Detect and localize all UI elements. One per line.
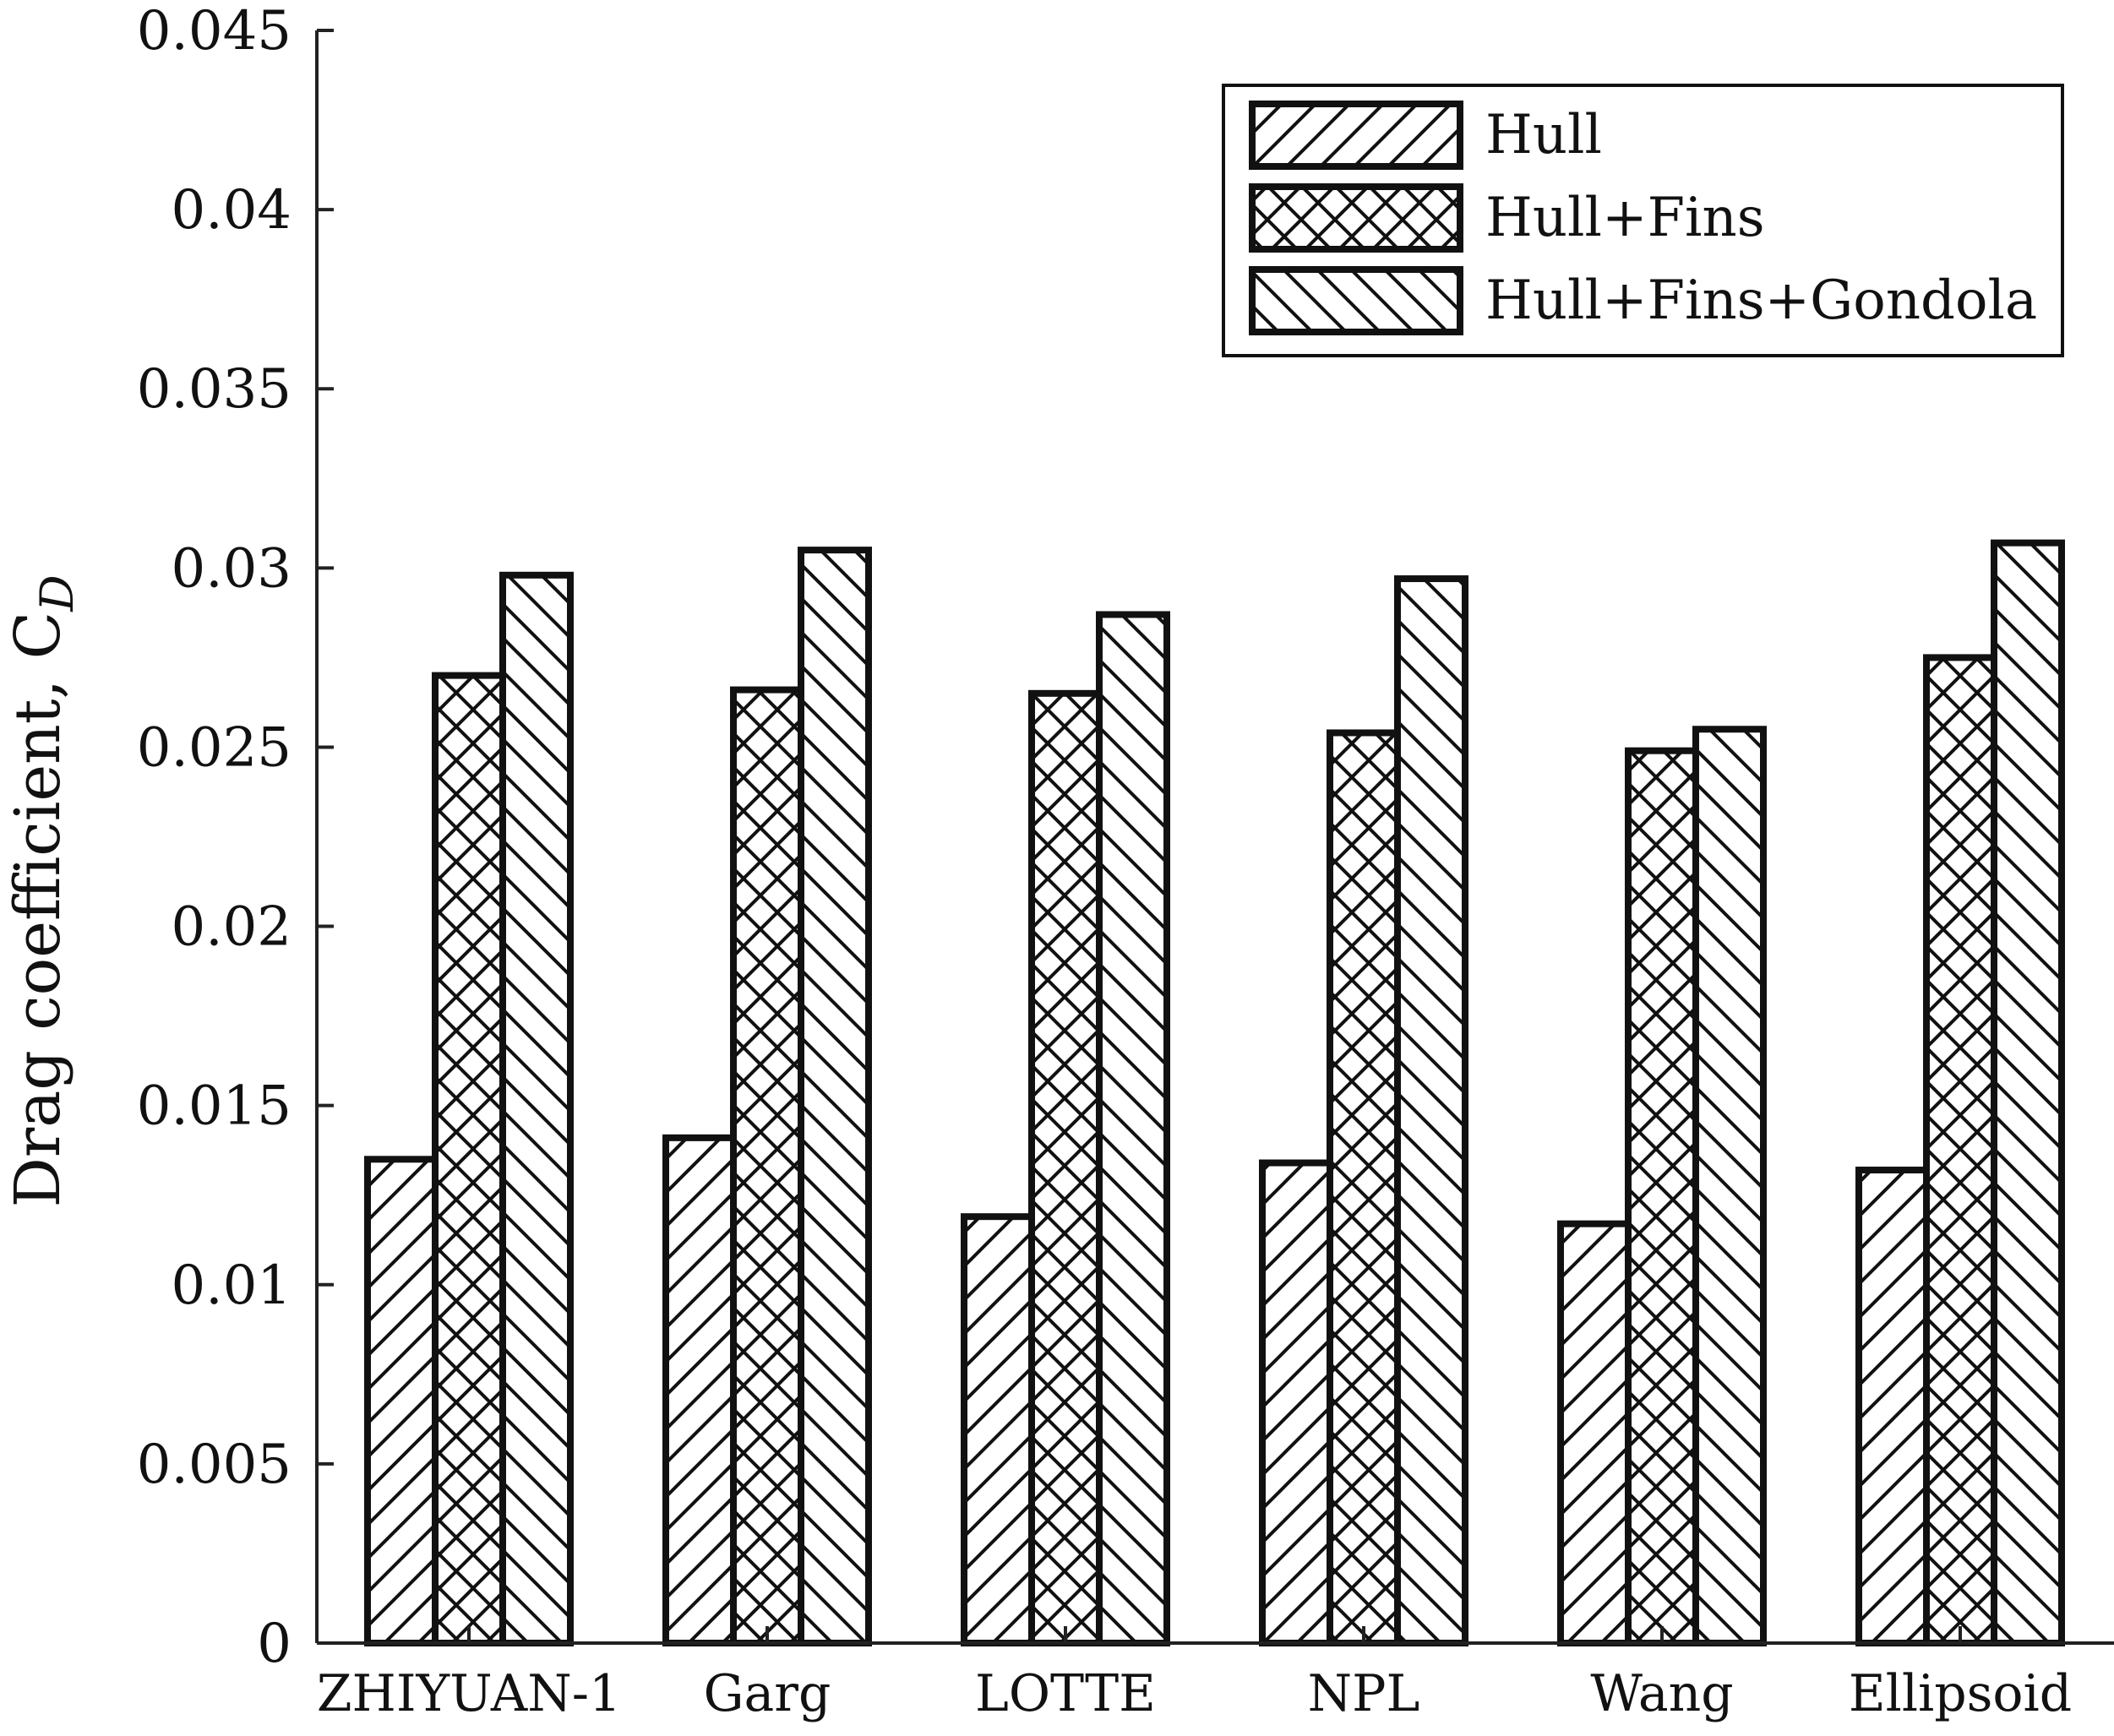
- y-tick-label: 0.015: [137, 1075, 291, 1138]
- x-tick-label: ZHIYUAN-1: [317, 1664, 621, 1723]
- y-tick-label: 0.02: [172, 896, 292, 959]
- legend-label: Hull: [1485, 104, 1602, 166]
- bar-hull-fins-gondola-npl: [1394, 575, 1468, 1646]
- x-tick-label: Ellipsoid: [1849, 1664, 2072, 1723]
- bar-hull-fins-gondola-lotte: [1096, 611, 1170, 1647]
- legend-swatch: [1249, 183, 1463, 253]
- y-tick-label: 0.045: [137, 0, 291, 63]
- x-tick-label: Garg: [704, 1664, 831, 1723]
- bar-hull-wang: [1557, 1220, 1632, 1647]
- bar-hull-fins-lotte: [1028, 689, 1103, 1646]
- bar-hull-zhiyuan-1: [364, 1156, 439, 1647]
- y-tick-label: 0: [257, 1613, 291, 1675]
- plot-area: 0 0.005 0.01 0.015 0.02 0.025 0.03 0.035 0.04 0.0…: [137, 0, 2114, 1723]
- bar-hull-fins-gondola-garg: [798, 547, 872, 1646]
- y-tick-label: 0.04: [172, 179, 292, 242]
- y-axis-title: Drag coefficient, CD: [2, 574, 84, 1207]
- x-tick-label: Wang: [1590, 1664, 1733, 1723]
- legend: Hull Hull+Fins Hull+Fins+Gondola: [1222, 84, 2064, 357]
- y-tick-label: 0.03: [172, 537, 292, 600]
- y-tick-label: 0.005: [137, 1434, 291, 1496]
- legend-items: Hull Hull+Fins Hull+Fins+Gondola: [1249, 101, 2037, 335]
- bar-hull-fins-npl: [1327, 729, 1401, 1646]
- y-ticks-group: 0 0.005 0.01 0.015 0.02 0.025 0.03 0.035 0.04 0.0…: [137, 0, 334, 1675]
- bar-hull-fins-ellipsoid: [1923, 654, 1997, 1646]
- y-tick-label: 0.01: [172, 1254, 292, 1317]
- x-ticks-group: ZHIYUAN-1 Garg LOTTE NPL Wang Ellipsoid: [317, 1626, 2072, 1723]
- x-tick-label: NPL: [1308, 1664, 1420, 1723]
- bar-hull-fins-zhiyuan-1: [432, 672, 506, 1646]
- legend-swatch: [1249, 101, 1463, 170]
- bar-hull-npl: [1259, 1159, 1333, 1646]
- bars-group: [364, 539, 2065, 1647]
- bar-hull-lotte: [961, 1213, 1035, 1646]
- bar-hull-fins-garg: [730, 686, 804, 1647]
- bar-hull-ellipsoid: [1855, 1167, 1930, 1646]
- legend-label: Hull+Fins: [1485, 187, 1765, 249]
- bar-hull-fins-gondola-zhiyuan-1: [499, 571, 574, 1646]
- bar-hull-fins-wang: [1625, 747, 1699, 1646]
- bar-hull-garg: [662, 1134, 737, 1646]
- bar-hull-fins-gondola-ellipsoid: [1991, 539, 2065, 1646]
- bar-hull-fins-gondola-wang: [1692, 726, 1767, 1647]
- legend-label: Hull+Fins+Gondola: [1485, 269, 2037, 332]
- y-tick-label: 0.025: [137, 716, 291, 779]
- x-tick-label: LOTTE: [975, 1664, 1156, 1723]
- legend-swatch: [1249, 266, 1463, 335]
- y-tick-label: 0.035: [137, 358, 291, 421]
